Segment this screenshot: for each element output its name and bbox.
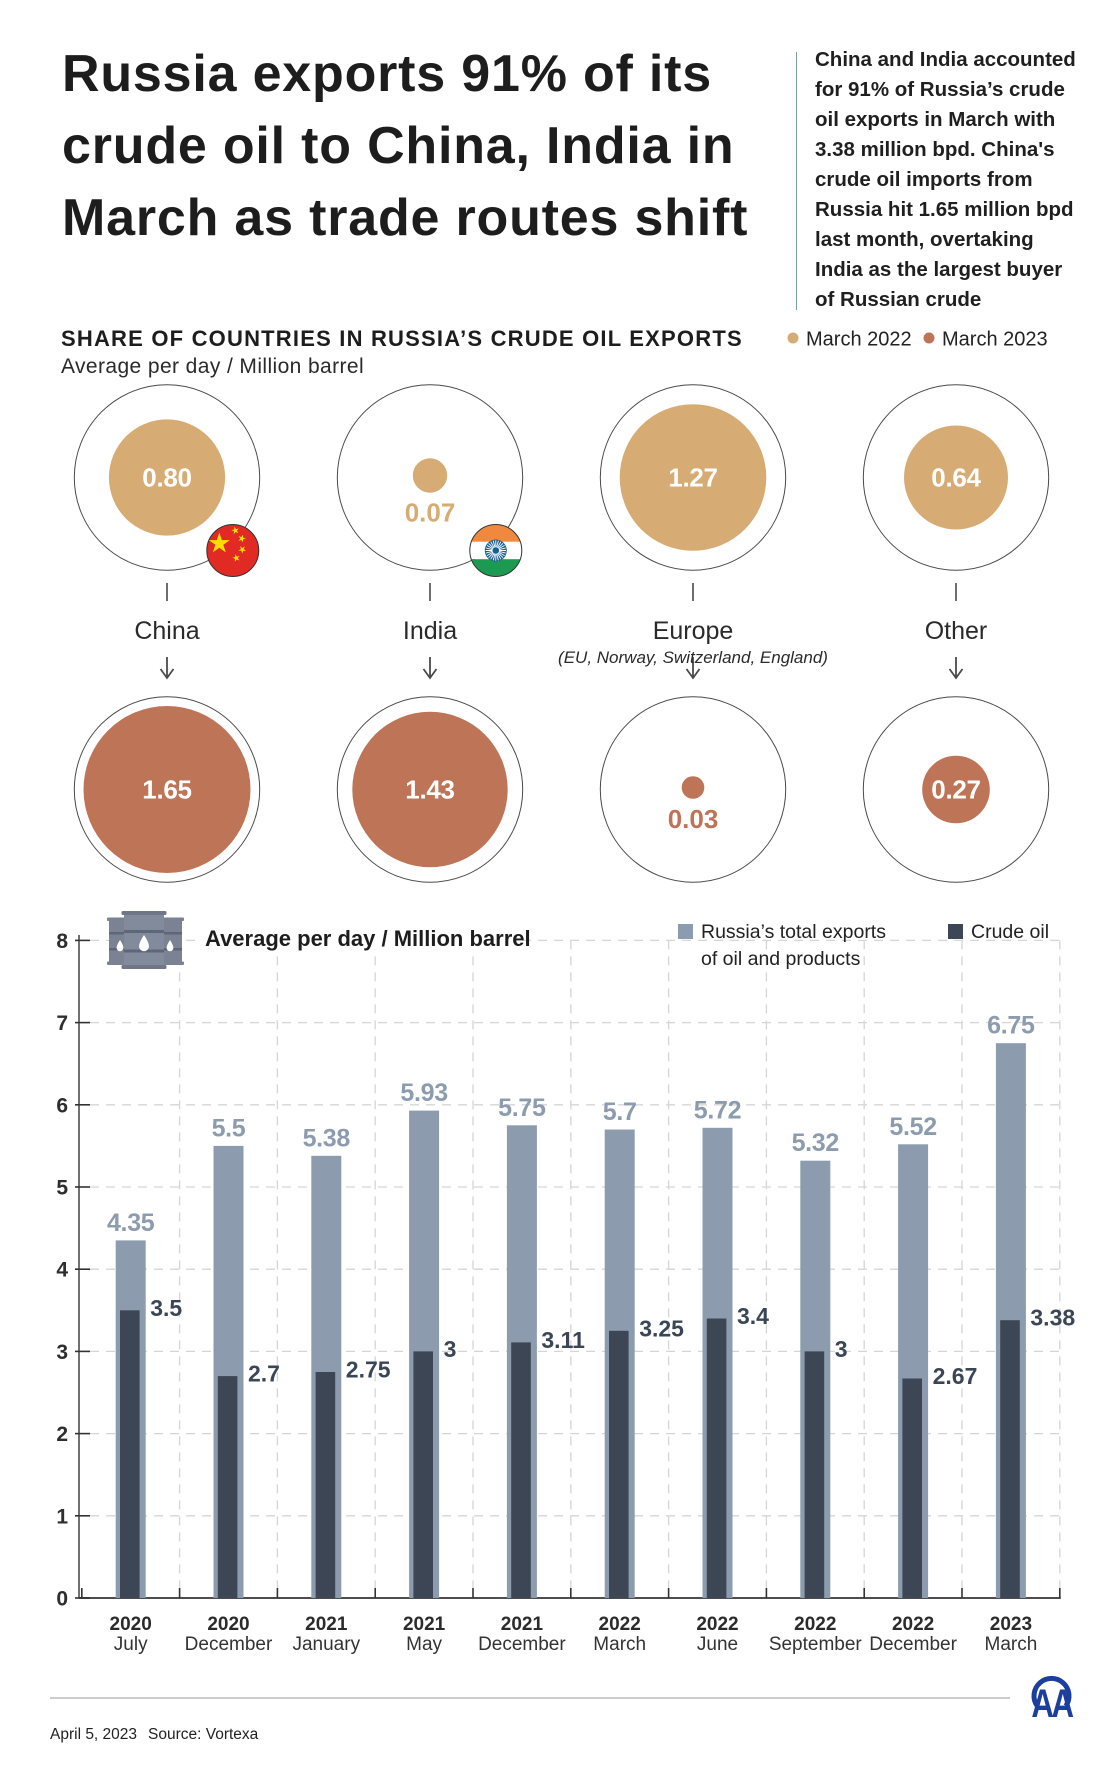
svg-text:3.5: 3.5 xyxy=(150,1295,182,1321)
svg-text:2021: 2021 xyxy=(501,1614,544,1635)
svg-text:March 2023: March 2023 xyxy=(942,329,1048,351)
svg-text:6.75: 6.75 xyxy=(987,1012,1035,1040)
svg-text:2.67: 2.67 xyxy=(933,1363,978,1389)
svg-text:2023: 2023 xyxy=(990,1614,1032,1635)
svg-text:8: 8 xyxy=(56,930,68,953)
svg-text:5.5: 5.5 xyxy=(212,1114,246,1142)
svg-text:6: 6 xyxy=(56,1094,68,1117)
svg-text:1.65: 1.65 xyxy=(142,775,191,805)
svg-text:of oil and products: of oil and products xyxy=(701,948,861,970)
svg-text:India: India xyxy=(403,617,457,645)
svg-text:Average per day / Million barr: Average per day / Million barrel xyxy=(205,926,531,951)
svg-text:3.25: 3.25 xyxy=(639,1315,684,1341)
svg-text:3: 3 xyxy=(835,1336,848,1362)
svg-text:March: March xyxy=(593,1634,646,1655)
svg-text:3.38: 3.38 xyxy=(1030,1305,1075,1331)
svg-text:2022: 2022 xyxy=(794,1614,836,1635)
svg-text:Russia’s total exports: Russia’s total exports xyxy=(701,921,886,943)
svg-text:(EU, Norway, Switzerland, Engl: (EU, Norway, Switzerland, England) xyxy=(558,648,828,667)
svg-text:0: 0 xyxy=(56,1588,68,1611)
svg-text:0.80: 0.80 xyxy=(142,463,191,493)
svg-text:0.03: 0.03 xyxy=(668,804,719,834)
svg-text:March 2022: March 2022 xyxy=(806,329,912,351)
svg-text:Europe: Europe xyxy=(653,617,734,645)
svg-text:5.7: 5.7 xyxy=(603,1098,637,1126)
svg-text:2.7: 2.7 xyxy=(248,1361,280,1387)
svg-text:July: July xyxy=(114,1634,148,1655)
svg-text:3: 3 xyxy=(444,1336,457,1362)
svg-text:January: January xyxy=(292,1634,360,1655)
svg-text:2020: 2020 xyxy=(110,1614,152,1635)
svg-text:2022: 2022 xyxy=(696,1614,738,1635)
svg-text:0.07: 0.07 xyxy=(405,498,456,528)
svg-text:3.4: 3.4 xyxy=(737,1303,769,1329)
svg-text:China: China xyxy=(134,617,199,645)
svg-text:1: 1 xyxy=(56,1505,68,1528)
svg-text:Crude oil: Crude oil xyxy=(971,921,1049,943)
svg-text:March: March xyxy=(985,1634,1038,1655)
svg-text:AA: AA xyxy=(1031,1681,1073,1726)
svg-text:June: June xyxy=(697,1634,738,1655)
svg-text:April 5, 2023: April 5, 2023 xyxy=(50,1726,137,1743)
svg-text:5.93: 5.93 xyxy=(400,1079,447,1107)
svg-text:May: May xyxy=(406,1634,442,1655)
svg-text:7: 7 xyxy=(56,1012,68,1035)
svg-text:1.27: 1.27 xyxy=(668,463,717,493)
svg-text:Source: Vortexa: Source: Vortexa xyxy=(148,1726,259,1743)
svg-text:3: 3 xyxy=(56,1341,68,1364)
svg-text:5.52: 5.52 xyxy=(889,1113,936,1141)
svg-text:2: 2 xyxy=(56,1423,68,1446)
svg-text:December: December xyxy=(478,1634,566,1655)
svg-text:2022: 2022 xyxy=(892,1614,934,1635)
svg-text:5.72: 5.72 xyxy=(694,1096,741,1124)
svg-text:4.35: 4.35 xyxy=(107,1209,155,1237)
svg-text:0.64: 0.64 xyxy=(931,463,981,493)
svg-text:4: 4 xyxy=(56,1259,68,1282)
svg-text:5.32: 5.32 xyxy=(792,1129,839,1157)
svg-text:5.38: 5.38 xyxy=(303,1124,351,1152)
svg-text:December: December xyxy=(185,1634,273,1655)
svg-text:December: December xyxy=(869,1634,957,1655)
svg-text:2021: 2021 xyxy=(305,1614,348,1635)
svg-text:0.27: 0.27 xyxy=(931,775,980,805)
svg-text:5: 5 xyxy=(56,1177,68,1200)
svg-text:2020: 2020 xyxy=(207,1614,249,1635)
svg-text:Other: Other xyxy=(925,617,988,645)
svg-text:September: September xyxy=(769,1634,863,1655)
svg-text:2021: 2021 xyxy=(403,1614,446,1635)
svg-text:2022: 2022 xyxy=(599,1614,641,1635)
svg-text:5.75: 5.75 xyxy=(498,1094,546,1122)
svg-text:2.75: 2.75 xyxy=(346,1357,391,1383)
svg-text:1.43: 1.43 xyxy=(405,775,454,805)
svg-text:3.11: 3.11 xyxy=(541,1327,585,1353)
